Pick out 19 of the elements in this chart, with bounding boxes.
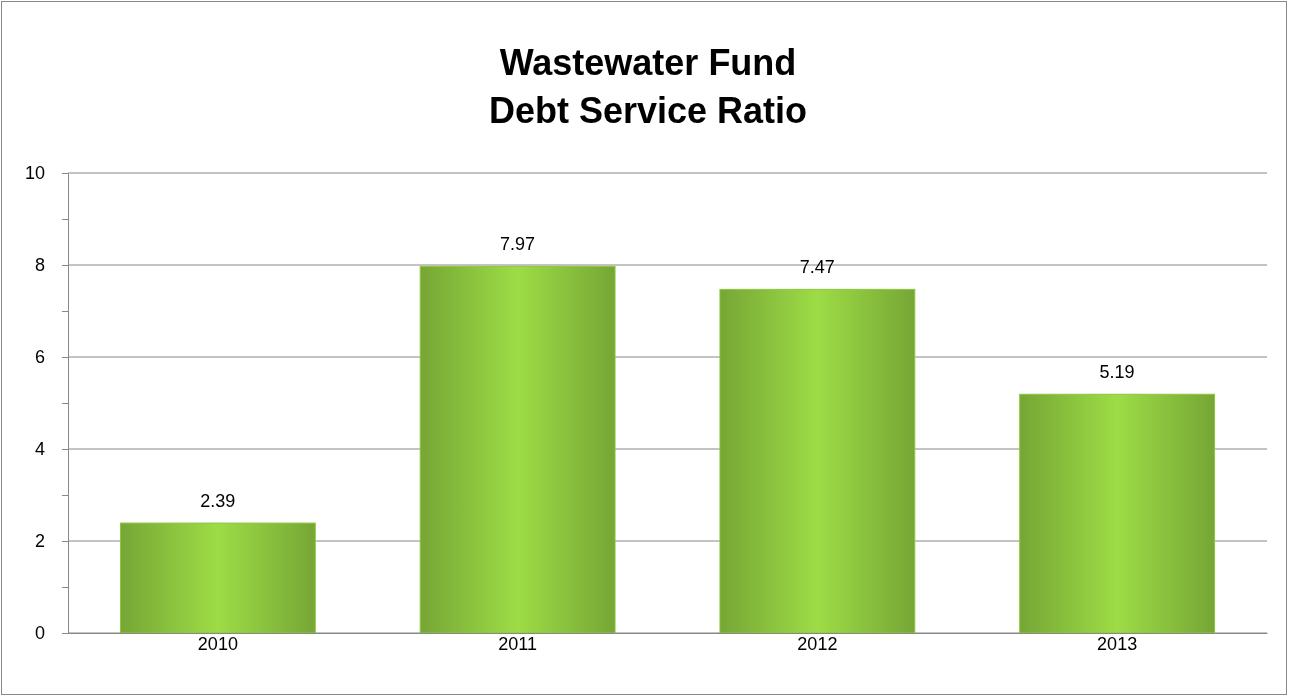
bar [1019,393,1216,634]
y-tick-label: 6 [34,347,45,368]
bar [719,288,916,634]
data-label: 7.47 [799,257,835,278]
data-label: 5.19 [1099,362,1135,383]
x-tick-label: 2011 [498,634,537,654]
data-label: 2.39 [200,491,236,512]
x-tick-label: 2012 [797,634,838,654]
y-tick-label: 10 [24,163,45,184]
y-tick-label: 0 [34,623,45,644]
x-tick-label: 2010 [197,634,238,654]
x-tick-label: 2013 [1097,634,1138,654]
y-tick-label: 4 [34,439,45,460]
y-tick-label: 8 [34,255,45,276]
bar [419,265,616,634]
bar [119,522,316,634]
chart-title: Wastewater Fund Debt Service Ratio [488,42,808,131]
data-label: 7.97 [500,234,536,255]
y-tick-label: 2 [34,531,45,552]
